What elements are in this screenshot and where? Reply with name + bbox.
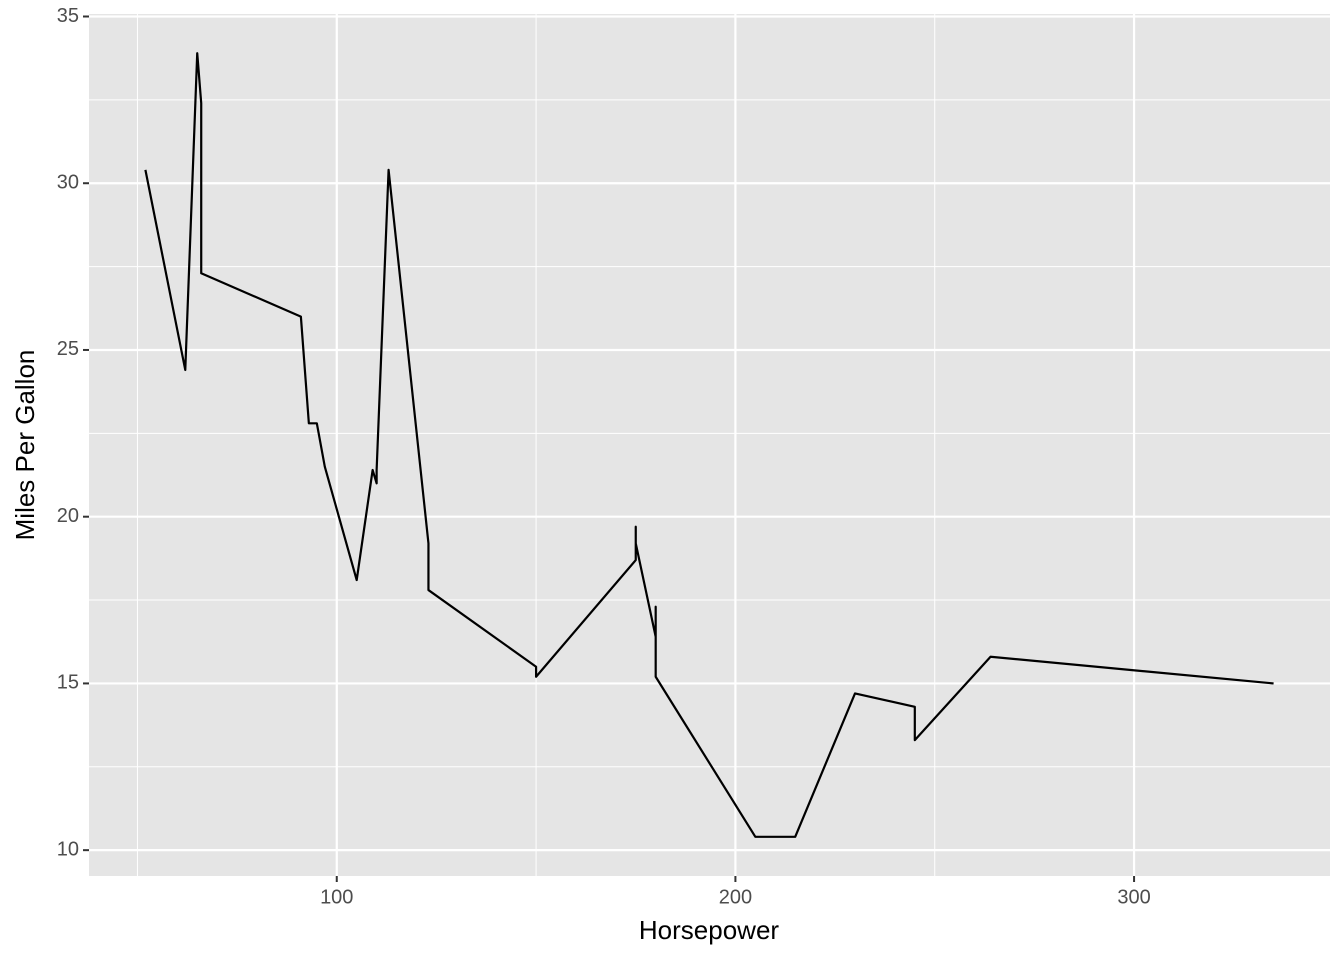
y-tick-label: 20 xyxy=(57,505,79,527)
y-tick-label: 10 xyxy=(57,838,79,860)
y-axis-title: Miles Per Gallon xyxy=(10,350,40,541)
x-tick-label: 100 xyxy=(320,886,353,908)
y-tick-label: 35 xyxy=(57,5,79,27)
line xyxy=(144,52,1274,838)
y-tick-label: 25 xyxy=(57,338,79,360)
y-tick-label: 15 xyxy=(57,672,79,694)
panel xyxy=(89,14,1330,876)
x-axis-title: Horsepower xyxy=(639,915,780,945)
y-tick-label: 30 xyxy=(57,172,79,194)
x-tick-label: 300 xyxy=(1117,886,1150,908)
x-tick-label: 200 xyxy=(719,886,752,908)
